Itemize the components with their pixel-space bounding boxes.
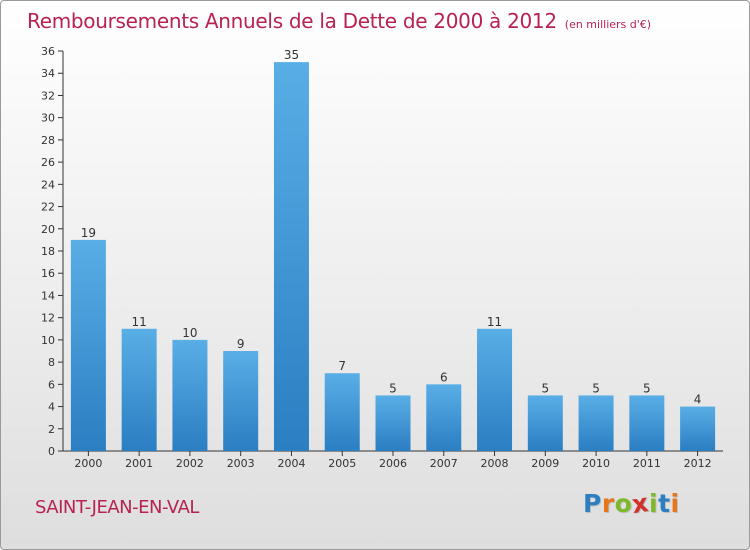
x-tick-label: 2008 [481, 457, 509, 470]
bar [375, 395, 411, 451]
data-label: 35 [284, 48, 299, 62]
bar [629, 395, 665, 451]
data-label: 11 [487, 315, 502, 329]
y-tick-label: 34 [41, 67, 55, 80]
y-tick-label: 24 [41, 178, 55, 191]
bar [273, 62, 309, 451]
chart-title: Remboursements Annuels de la Dette de 20… [27, 9, 651, 33]
y-tick-label: 22 [41, 201, 55, 214]
y-tick-label: 18 [41, 245, 55, 258]
bar [70, 239, 106, 451]
logo-letter: r [601, 489, 615, 518]
bar [477, 328, 513, 451]
proxiti-logo: Proxiti [583, 487, 680, 520]
x-tick-label: 2005 [328, 457, 356, 470]
x-tick-label: 2002 [176, 457, 204, 470]
data-label: 6 [440, 370, 448, 384]
bar [680, 406, 716, 451]
bar [324, 373, 360, 451]
y-tick-label: 6 [48, 378, 55, 391]
data-label: 10 [182, 326, 197, 340]
y-tick-label: 26 [41, 156, 55, 169]
x-tick-label: 2004 [277, 457, 305, 470]
data-label: 19 [81, 226, 96, 240]
x-tick-label: 2010 [582, 457, 610, 470]
bar [527, 395, 563, 451]
data-label: 5 [643, 381, 651, 395]
logo-letter: P [583, 489, 602, 518]
y-tick-label: 32 [41, 89, 55, 102]
data-label: 4 [694, 393, 702, 407]
bar [172, 339, 208, 451]
logo-letter: i [670, 489, 680, 518]
bars [70, 62, 716, 451]
logo-letter: x [630, 487, 651, 520]
chart-unit: (en milliers d'€) [564, 18, 652, 31]
data-label: 9 [237, 337, 245, 351]
commune-name: SAINT-JEAN-EN-VAL [35, 497, 199, 518]
data-label: 11 [132, 315, 147, 329]
data-label: 7 [338, 359, 346, 373]
bar [578, 395, 614, 451]
bar [121, 328, 157, 451]
data-label: 5 [389, 381, 397, 395]
x-tick-label: 2006 [379, 457, 407, 470]
y-tick-label: 2 [48, 423, 55, 436]
x-tick-label: 2007 [430, 457, 458, 470]
bar [223, 351, 259, 451]
y-tick-label: 10 [41, 334, 55, 347]
bar [426, 384, 462, 451]
x-tick-label: 2011 [633, 457, 661, 470]
y-tick-label: 0 [48, 445, 55, 458]
data-label: 5 [541, 381, 549, 395]
data-label: 5 [592, 381, 600, 395]
logo-letter: o [614, 489, 633, 518]
y-tick-label: 20 [41, 223, 55, 236]
y-tick-label: 16 [41, 267, 55, 280]
chart-title-text: Remboursements Annuels de la Dette de 20… [27, 9, 557, 33]
x-tick-label: 2012 [684, 457, 712, 470]
logo-letter: t [658, 489, 671, 518]
x-tick-label: 2009 [531, 457, 559, 470]
x-tick-label: 2003 [227, 457, 255, 470]
x-tick-label: 2001 [125, 457, 153, 470]
y-tick-label: 12 [41, 312, 55, 325]
y-tick-label: 14 [41, 289, 55, 302]
y-tick-label: 8 [48, 356, 55, 369]
y-tick-label: 30 [41, 112, 55, 125]
y-tick-label: 4 [48, 401, 55, 414]
x-tick-label: 2000 [74, 457, 102, 470]
y-tick-label: 28 [41, 134, 55, 147]
y-tick-label: 36 [41, 45, 55, 58]
data-labels: 19 11 10 9 35 7 5 6 11 5 5 5 4 [81, 48, 702, 406]
logo-letter: i [649, 489, 659, 518]
